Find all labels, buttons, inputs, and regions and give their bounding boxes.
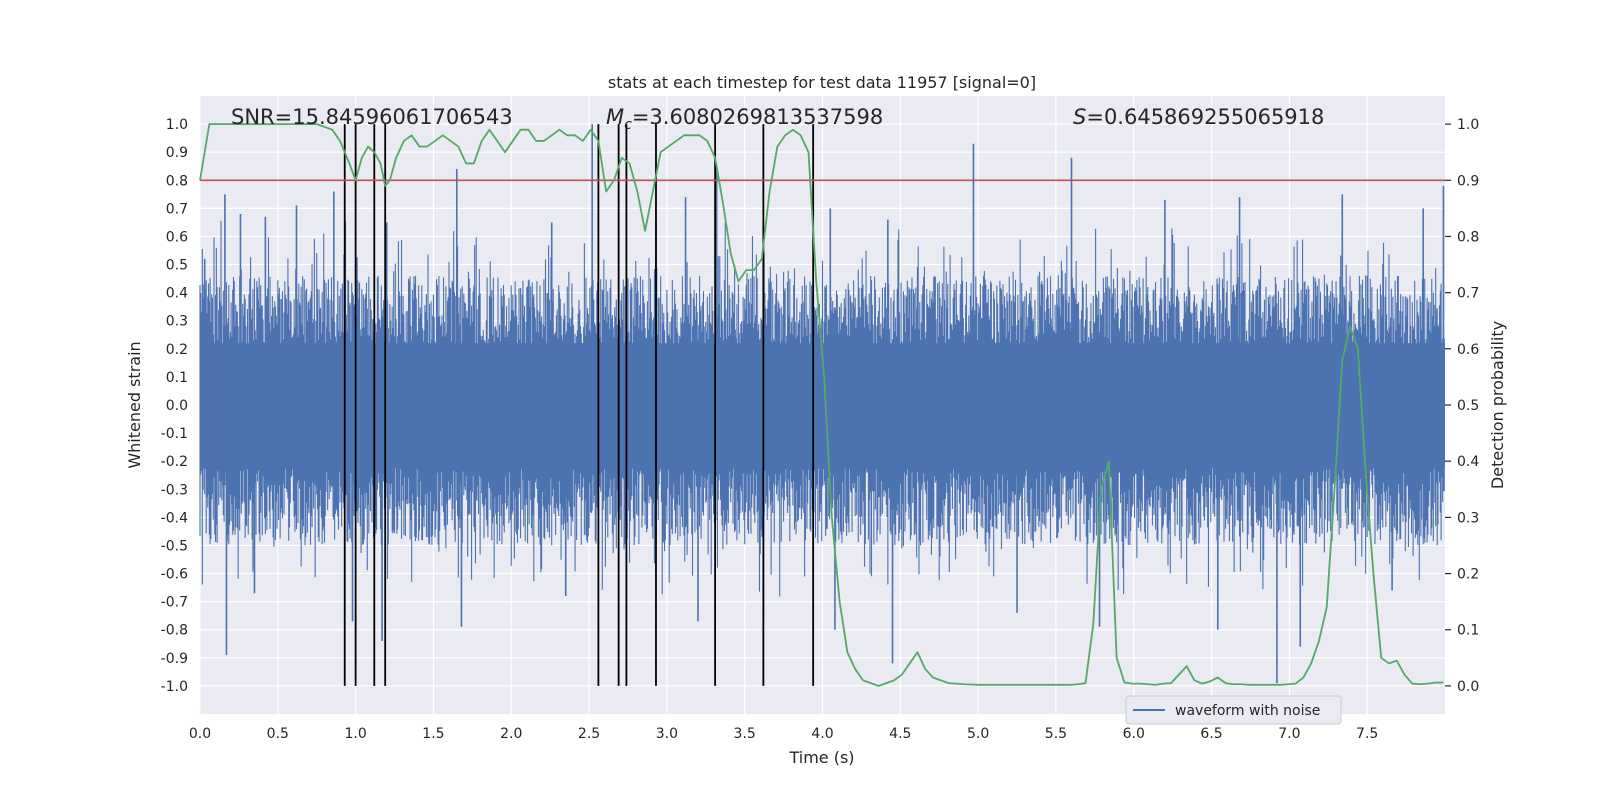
- y-tick-label: -0.2: [161, 454, 188, 470]
- chart-title: stats at each timestep for test data 119…: [608, 73, 1036, 92]
- x-tick-label: 2.5: [578, 726, 600, 742]
- y-tick-label: -0.5: [161, 538, 188, 554]
- right-y-tick-label: 0.7: [1457, 286, 1479, 302]
- right-y-tick-label: 0.6: [1457, 342, 1479, 358]
- legend: waveform with noise: [1125, 695, 1342, 725]
- y-tick-label: 0.8: [166, 173, 188, 189]
- snr-label: SNR: [231, 105, 275, 129]
- y-tick-label: 0.4: [166, 286, 188, 302]
- x-tick-label: 7.5: [1356, 726, 1378, 742]
- y-tick-label: -0.9: [161, 651, 188, 667]
- y-tick-label: 1.0: [166, 117, 188, 133]
- waveform-series: [199, 124, 1445, 684]
- legend-box: [1125, 695, 1342, 725]
- right-y-tick-label: 0.5: [1457, 398, 1479, 414]
- y-tick-label: -0.8: [161, 623, 188, 639]
- x-tick-label: 4.5: [889, 726, 911, 742]
- chirp-mass-subscript: c: [624, 117, 632, 133]
- snr-annotation: SNR=15.84596061706543: [231, 105, 513, 129]
- y-tick-label: 0.3: [166, 314, 188, 330]
- x-tick-label: 0.5: [267, 726, 289, 742]
- x-tick-label: 1.0: [344, 726, 366, 742]
- detection-lines: [343, 124, 815, 686]
- right-y-tick-label: 0.4: [1457, 454, 1479, 470]
- y-tick-label: -1.0: [161, 679, 188, 695]
- y-tick-label: 0.7: [166, 201, 188, 217]
- x-tick-label: 6.5: [1200, 726, 1222, 742]
- x-tick-label: 5.0: [967, 726, 989, 742]
- right-y-axis-ticks: 1.0 0.9 0.8 0.7 0.6 0.5 0.4 0.3 0.2 0.1 0.0: [1445, 117, 1479, 695]
- y-tick-label: -0.4: [161, 510, 188, 526]
- x-tick-label: 3.5: [734, 726, 756, 742]
- right-y-tick-label: 0.3: [1457, 510, 1479, 526]
- y-tick-label: 0.2: [166, 342, 188, 358]
- y-tick-label: -0.1: [161, 426, 188, 442]
- right-y-tick-label: 0.9: [1457, 173, 1479, 189]
- detection-probability-line: [199, 123, 1444, 687]
- chirp-mass-label: M: [606, 105, 624, 129]
- legend-label: waveform with noise: [1175, 703, 1320, 719]
- x-tick-label: 5.5: [1045, 726, 1067, 742]
- right-y-tick-label: 0.1: [1457, 623, 1479, 639]
- chirp-mass-value: =3.6080269813537598: [632, 105, 883, 129]
- y-tick-label: -0.3: [161, 482, 188, 498]
- y-tick-label: -0.6: [161, 567, 188, 583]
- x-tick-label: 1.5: [422, 726, 444, 742]
- y-tick-label: 0.5: [166, 258, 188, 274]
- y-axis-label: Whitened strain: [125, 341, 144, 468]
- right-y-tick-label: 1.0: [1457, 117, 1479, 133]
- right-y-tick-label: 0.8: [1457, 229, 1479, 245]
- x-tick-label: 2.0: [500, 726, 522, 742]
- y-axis-ticks: 1.0 0.9 0.8 0.7 0.6 0.5 0.4 0.3 0.2 0.1 0.0 -0.1 -0.…: [161, 117, 188, 695]
- y-tick-label: 0.9: [166, 145, 188, 161]
- chirp-mass-annotation: Mc=3.6080269813537598: [606, 105, 883, 133]
- y-tick-label: 0.1: [166, 370, 188, 386]
- right-y-axis-label: Detection probability: [1488, 321, 1507, 489]
- x-tick-label: 3.0: [656, 726, 678, 742]
- s-value: =0.645869255065918: [1086, 105, 1324, 129]
- y-tick-label: -0.7: [161, 595, 188, 611]
- y-tick-label: 0.6: [166, 229, 188, 245]
- s-annotation: S=0.645869255065918: [1073, 105, 1324, 129]
- snr-value: =15.84596061706543: [275, 105, 513, 129]
- right-y-tick-label: 0.2: [1457, 567, 1479, 583]
- right-y-tick-label: 0.0: [1457, 679, 1479, 695]
- y-tick-label: 0.0: [166, 398, 188, 414]
- s-label: S: [1073, 105, 1086, 129]
- x-tick-label: 0.0: [189, 726, 211, 742]
- x-tick-label: 4.0: [811, 726, 833, 742]
- x-tick-label: 7.0: [1278, 726, 1300, 742]
- x-axis-ticks: 0.0 0.5 1.0 1.5 2.0 2.5 3.0 3.5 4.0 4.5 5.0 5.5 6.0 6…: [189, 726, 1378, 742]
- x-axis-label: Time (s): [788, 748, 854, 767]
- x-tick-label: 6.0: [1123, 726, 1145, 742]
